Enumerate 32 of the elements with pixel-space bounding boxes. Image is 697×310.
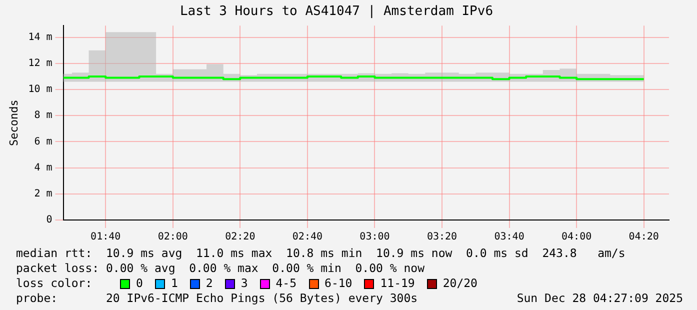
text: median rtt: 10.9 ms avg 11.0 ms max 10.8 ms min 10.9 ms now 0.0 ms sd 243.8 am/s	[16, 246, 626, 261]
x-tick-label: 03:40	[494, 232, 524, 243]
y-tick-label: 0	[46, 214, 52, 226]
x-tick-label: 02:20	[225, 232, 256, 243]
y-tick-label: 8 m	[34, 110, 52, 122]
x-tick-label: 03:20	[426, 232, 458, 243]
x-tick-label: 02:00	[158, 232, 188, 243]
text: 1	[170, 276, 178, 291]
chart-title: Last 3 Hours to AS41047 | Amsterdam IPv6	[180, 4, 494, 20]
x-tick-label: 01:40	[90, 232, 121, 243]
text: 20/20	[442, 276, 478, 291]
y-axis-title: Seconds	[7, 100, 20, 146]
y-tick-label: 12 m	[28, 58, 52, 70]
text: 3	[240, 276, 248, 291]
text: loss color:	[16, 276, 94, 291]
text: Sun Dec 28 04:27:09 2025	[516, 291, 683, 306]
y-tick-label: 6 m	[34, 136, 52, 148]
text: packet loss: 0.00 % avg 0.00 % max 0.00 % min 0.00 % now	[16, 261, 426, 276]
x-tick-label: 04:00	[562, 232, 592, 243]
x-tick-label: 02:40	[292, 232, 322, 243]
y-tick-label: 10 m	[28, 84, 52, 96]
text: 2	[206, 276, 213, 291]
text: 11-19	[380, 276, 415, 291]
x-tick-label: 03:00	[360, 232, 390, 243]
text: probe: 20 IPv6-ICMP Echo Pings (56 Bytes) every 300s	[16, 291, 418, 306]
y-tick-label: 4 m	[34, 162, 52, 174]
x-tick-label: 04:20	[628, 232, 659, 243]
text: 0	[136, 276, 143, 291]
y-tick-label: 14 m	[28, 32, 52, 43]
text: 4-5	[276, 276, 297, 291]
y-tick-label: 2 m	[34, 188, 52, 200]
text: 6-10	[324, 276, 352, 291]
